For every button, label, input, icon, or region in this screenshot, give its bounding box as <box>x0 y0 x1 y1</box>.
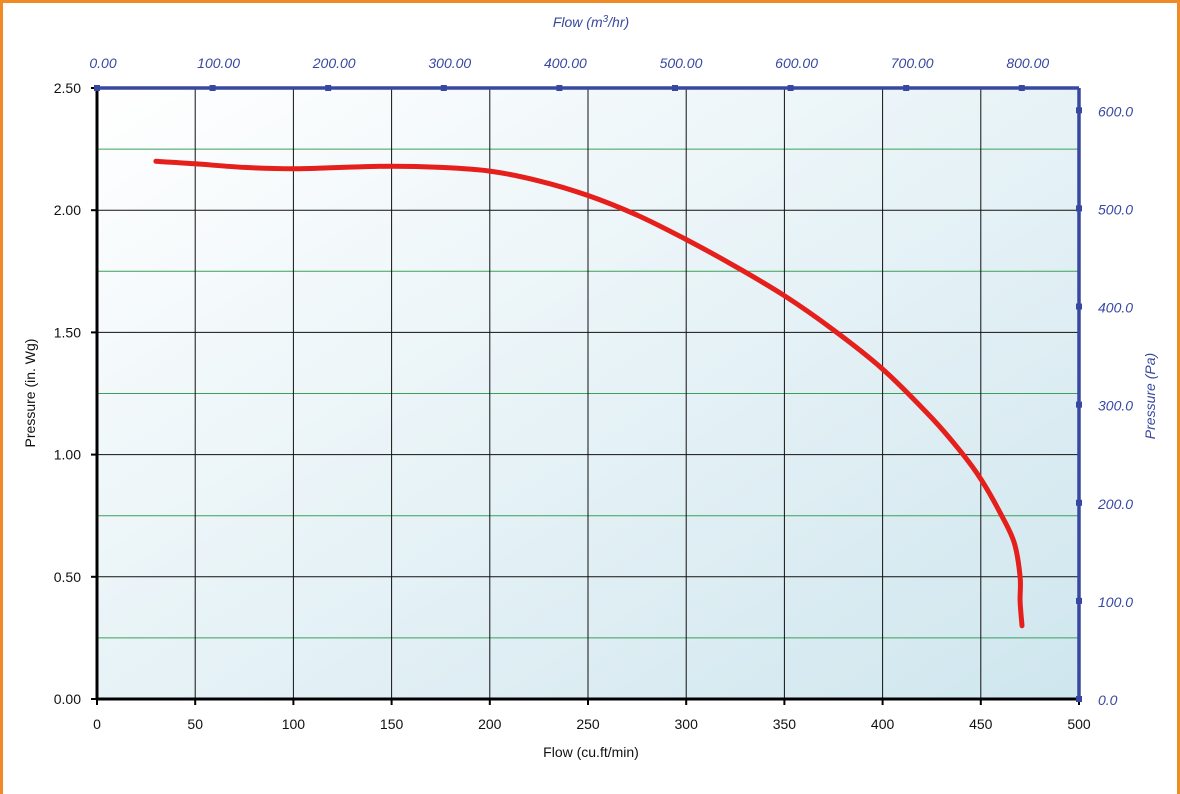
y-tick-label: 2.50 <box>54 80 81 96</box>
y-tick-label: 1.00 <box>54 447 81 463</box>
right-tick-label: 300.0 <box>1098 398 1133 414</box>
x-tick-label: 50 <box>187 716 203 732</box>
pressure-curve <box>153 158 1025 629</box>
right-tick-label: 600.0 <box>1098 103 1133 119</box>
top-tick <box>556 85 563 91</box>
right-tick <box>1076 401 1082 408</box>
right-tick <box>1076 205 1082 212</box>
right-tick-label: 400.0 <box>1098 300 1133 316</box>
right-tick <box>1076 107 1082 114</box>
top-tick-label: 300.00 <box>428 55 471 71</box>
right-tick-label: 0.0 <box>1098 692 1118 708</box>
top-tick-label: 0.00 <box>89 55 116 71</box>
top-tick <box>903 85 910 91</box>
top-tick <box>671 85 678 91</box>
top-tick <box>94 85 100 91</box>
y-tick-label: 1.50 <box>54 324 81 340</box>
top-tick-label: 700.00 <box>891 55 934 71</box>
right-tick-label: 100.0 <box>1098 594 1133 610</box>
y-tick-label: 2.00 <box>54 202 81 218</box>
top-tick-label: 400.00 <box>544 55 587 71</box>
top-tick-label: 200.00 <box>312 55 356 71</box>
x-tick-label: 200 <box>478 716 502 732</box>
right-tick <box>1076 696 1082 702</box>
x-tick-label: 300 <box>675 716 699 732</box>
x-tick-label: 400 <box>871 716 895 732</box>
x-axis-title: Flow (cu.ft/min) <box>543 744 639 760</box>
top-tick-label: 100.00 <box>197 55 240 71</box>
top-tick-label: 500.00 <box>660 55 703 71</box>
pressure-flow-chart: 0 50 100 150 200 250 300 350 400 450 500 0.00 0.50 1.… <box>22 14 1158 761</box>
y-tick-label: 0.00 <box>54 691 81 707</box>
top-tick <box>209 85 216 91</box>
right-tick <box>1076 597 1082 604</box>
top-tick <box>1018 85 1025 91</box>
top-tick <box>787 85 794 91</box>
y-axis-title: Pressure (in. Wg) <box>22 339 38 448</box>
top-tick-label: 600.00 <box>775 55 818 71</box>
top-axis-title: Flow (m3/hr) <box>553 14 629 31</box>
top-tick <box>325 85 332 91</box>
x-tick-label: 500 <box>1067 716 1091 732</box>
y-tick-label: 0.50 <box>54 569 81 585</box>
top-tick <box>440 85 447 91</box>
x-tick-label: 100 <box>282 716 306 732</box>
x-tick-label: 250 <box>576 716 600 732</box>
x-tick-label: 450 <box>969 716 993 732</box>
x-tick-label: 350 <box>773 716 797 732</box>
y2-axis-title: Pressure (Pa) <box>1142 353 1158 439</box>
x-tick-label: 150 <box>380 716 404 732</box>
right-tick <box>1076 499 1082 506</box>
x-tick-label: 0 <box>93 716 101 732</box>
right-tick-label: 500.0 <box>1098 201 1133 217</box>
top-tick-label: 800.00 <box>1006 55 1049 71</box>
right-tick-label: 200.0 <box>1097 496 1133 512</box>
right-tick <box>1076 303 1082 310</box>
